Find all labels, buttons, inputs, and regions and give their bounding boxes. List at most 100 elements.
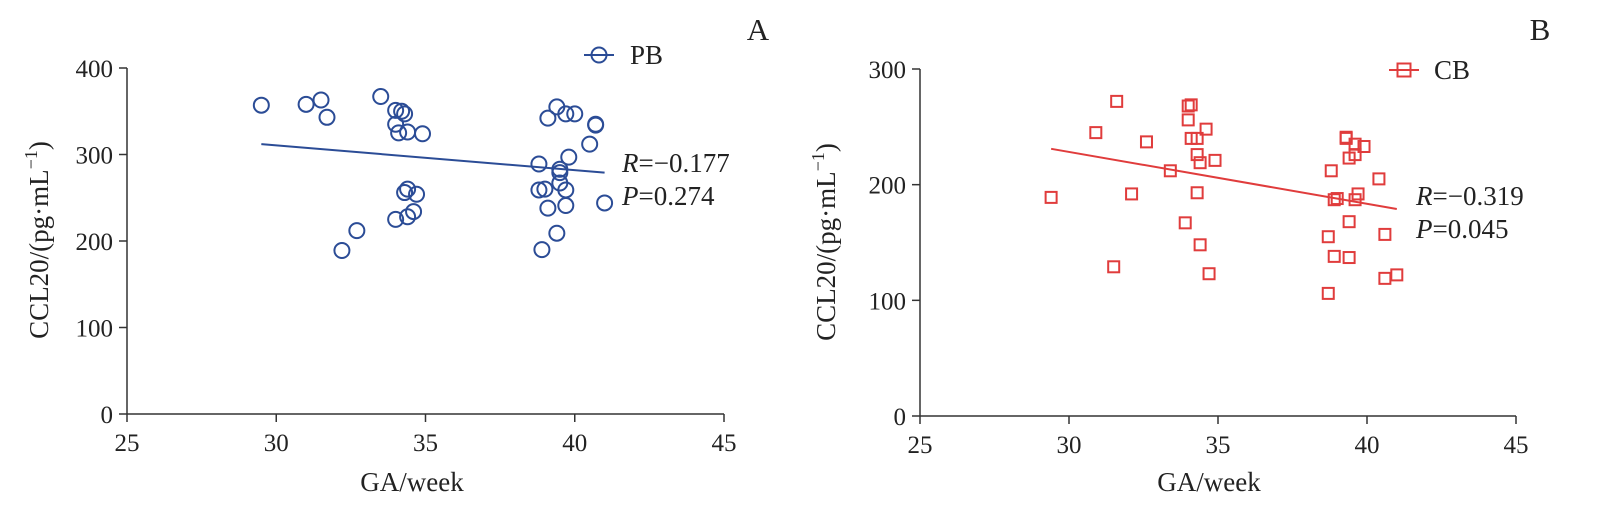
panel-b-data-point <box>1190 131 1204 145</box>
panel-a-data-point <box>557 181 575 199</box>
panel-b-data-point <box>1178 216 1192 230</box>
panel-b-x-tick-label: 35 <box>1206 432 1231 459</box>
panel-a-p-symbol: P <box>621 181 639 211</box>
panel-a-data-point <box>408 185 426 203</box>
panel-b-data-point <box>1190 148 1204 162</box>
panel-a-r-text: =−0.177 <box>639 148 730 178</box>
panel-a-data-point <box>587 116 605 134</box>
panel-a-legend: PB <box>584 40 663 70</box>
panel-b-y-tick-label: 300 <box>869 57 907 84</box>
panel-a-data-point <box>399 123 417 141</box>
panel-a-data-point <box>539 199 557 217</box>
panel-b-x-tick-label: 40 <box>1355 432 1380 459</box>
panel-b-r-text: =−0.319 <box>1433 181 1524 211</box>
panel-a-data-point <box>312 91 330 109</box>
panel-a-r-symbol: R <box>621 148 639 178</box>
panel-b-y-tick-label: 0 <box>894 404 907 431</box>
panel-a-legend-label: PB <box>630 40 663 70</box>
panel-b-data-point <box>1324 164 1338 178</box>
panel-a-data-point <box>372 88 390 106</box>
panel-a-y-axis-title-close: ) <box>24 141 54 150</box>
panel-b-data-point <box>1378 227 1392 241</box>
panel-a-data-point <box>348 222 366 240</box>
panel-a-x-tick-label: 30 <box>264 430 289 457</box>
panel-a-y-axis-title-superscript: −1 <box>21 150 41 169</box>
panel-b-data-point <box>1163 164 1177 178</box>
panel-b-data-point <box>1199 122 1213 136</box>
panel-b-x-axis-title: GA/week <box>1157 467 1261 497</box>
panel-b-p-value: P=0.045 <box>1415 214 1508 244</box>
panel-b-data-point <box>1342 215 1356 229</box>
panel-a-data-point <box>414 125 432 143</box>
panel-a-data-point <box>399 180 417 198</box>
panel-b-x-tick-label: 45 <box>1504 432 1529 459</box>
panel-b-y-axis-title-close: ) <box>811 143 841 152</box>
panel-a-y-tick-label: 0 <box>101 402 114 429</box>
panel-b-data-point <box>1181 99 1195 113</box>
panel-b-data-point <box>1339 130 1353 144</box>
panel-a-data-point <box>539 109 557 127</box>
panel-a-x-axis-title: GA/week <box>360 467 464 497</box>
panel-b-data-point <box>1372 172 1386 186</box>
panel-a-data-point <box>533 241 551 259</box>
panel-b-data-point <box>1181 113 1195 127</box>
panel-b-data-point <box>1348 148 1362 162</box>
panel-b-data-point <box>1208 153 1222 167</box>
panel-b-y-axis-title: CCL20/(pg·mL−1) <box>808 143 841 341</box>
panel-a-data-point <box>318 108 336 126</box>
panel-b-plot-area: 0 100 200 300 25 30 35 40 45 <box>869 57 1529 459</box>
panel-a-data-point <box>387 115 405 133</box>
panel-a-data-point <box>399 208 417 226</box>
panel-b-data-point <box>1139 135 1153 149</box>
panel-b-data-point <box>1193 156 1207 170</box>
panel-a-y-axis-title: CCL20/(pg·mL−1) <box>21 141 54 339</box>
panel-a-data-point <box>536 180 554 198</box>
panel-a-data-point <box>396 184 414 202</box>
panel-b-legend: CB <box>1389 55 1470 85</box>
panel-b-x-tick-label: 30 <box>1057 432 1082 459</box>
panel-a-legend-marker <box>590 46 608 64</box>
panel-b-stats: R=−0.319 P=0.045 <box>1415 181 1524 244</box>
panel-a-data-point <box>551 160 569 178</box>
panel-a-data-point <box>557 105 575 123</box>
panel-b-data-point <box>1327 249 1341 263</box>
panel-a-data-point <box>551 164 569 182</box>
panel-a-trend-line <box>261 143 605 174</box>
panel-a-y-tick-label: 400 <box>76 56 114 83</box>
panel-b-label: B <box>1530 12 1551 47</box>
panel-b-data-point <box>1125 187 1139 201</box>
panel-a-p-text: =0.274 <box>639 181 715 211</box>
panel-a-x-tick-label: 40 <box>562 430 587 457</box>
panel-b-data-point <box>1184 98 1198 112</box>
panel-a-x-tick-label: 45 <box>712 430 737 457</box>
panel-a-data-point <box>581 135 599 153</box>
panel-a-stats: R=−0.177 P=0.274 <box>621 148 730 211</box>
panel-b-data-point <box>1193 238 1207 252</box>
panel-b-data-point <box>1044 190 1058 204</box>
panel-a-label: A <box>747 12 770 47</box>
panel-b-x-tick-label: 25 <box>908 432 933 459</box>
panel-b-data-point <box>1321 286 1335 300</box>
panel-b-data-point <box>1107 260 1121 274</box>
panel-a-x-tick-label: 25 <box>115 430 140 457</box>
panel-a-data-point <box>596 194 614 212</box>
panel-b-data-point <box>1351 187 1365 201</box>
panel-b-y-axis-title-main: CCL20/(pg·mL <box>811 171 841 341</box>
panel-b-y-tick-label: 100 <box>869 288 907 315</box>
panel-a-x-tick-label: 35 <box>413 430 438 457</box>
panel-b-y-tick-label: 200 <box>869 173 907 200</box>
panel-a-data-point <box>560 148 578 166</box>
panel-b-data-point <box>1202 267 1216 281</box>
panel-b-data-point <box>1330 192 1344 206</box>
panel-b-r-symbol: R <box>1415 181 1433 211</box>
panel-b-data-point <box>1327 193 1341 207</box>
panel-a-p-value: P=0.274 <box>621 181 715 211</box>
panel-a-y-tick-label: 200 <box>76 229 114 256</box>
panel-b-r-value: R=−0.319 <box>1415 181 1524 211</box>
panel-b-data-point <box>1321 230 1335 244</box>
panel-b-p-text: =0.045 <box>1433 214 1509 244</box>
panel-b-data-point <box>1089 126 1103 140</box>
panel-a-data-point <box>405 203 423 221</box>
panel-b-y-axis-title-superscript: −1 <box>808 152 828 171</box>
